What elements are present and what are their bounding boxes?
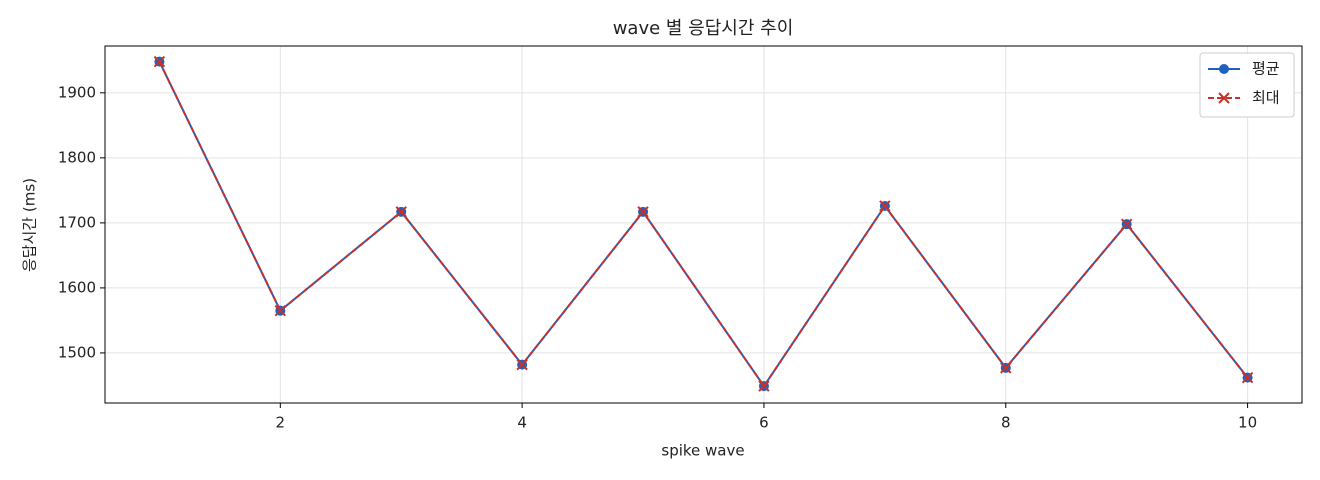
plot-frame bbox=[104, 45, 1303, 404]
line bbox=[158, 61, 1249, 388]
point bbox=[1120, 218, 1133, 230]
legend-box bbox=[1199, 52, 1295, 118]
x-tick-label: 6 bbox=[759, 414, 769, 432]
point bbox=[1241, 371, 1254, 384]
x-tick-label: 10 bbox=[1238, 414, 1257, 432]
chart-title: wave 별 응답시간 추이 bbox=[613, 18, 794, 39]
point bbox=[395, 206, 407, 218]
point bbox=[516, 358, 528, 371]
point bbox=[879, 200, 891, 212]
legend-label: 평균 bbox=[1252, 60, 1280, 78]
x-tick-label: 2 bbox=[276, 414, 286, 432]
legend-marker bbox=[1219, 64, 1229, 74]
y-tick-label: 1900 bbox=[58, 83, 96, 101]
point bbox=[274, 304, 287, 317]
legend-label: 최대 bbox=[1252, 89, 1280, 107]
y-tick-label: 1700 bbox=[58, 213, 96, 231]
x-tick-label: 8 bbox=[1001, 414, 1011, 432]
point bbox=[758, 380, 770, 392]
point bbox=[637, 206, 649, 218]
y-tick-label: 1600 bbox=[58, 278, 96, 296]
legend-marker bbox=[1218, 92, 1230, 104]
y-axis-label: 응답시간 (ms) bbox=[21, 178, 39, 272]
y-tick-label: 1500 bbox=[58, 343, 96, 361]
x-tick-label: 4 bbox=[517, 414, 527, 432]
point bbox=[153, 55, 166, 68]
y-tick-label: 1800 bbox=[58, 148, 96, 166]
point bbox=[1000, 362, 1012, 374]
x-axis-label: spike wave bbox=[661, 442, 744, 460]
